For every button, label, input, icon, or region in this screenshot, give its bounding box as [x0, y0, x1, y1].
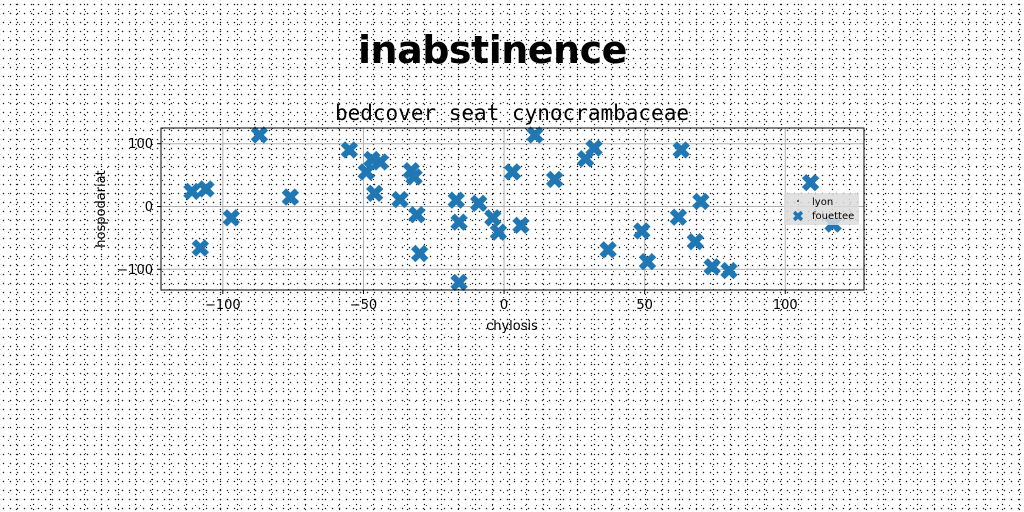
- data-point: [450, 273, 468, 292]
- y-tick-label: 100: [128, 137, 153, 152]
- legend: lyon fouettee: [784, 193, 859, 225]
- y-tick-label: −100: [117, 263, 153, 278]
- data-point: [222, 209, 240, 227]
- data-point: [638, 253, 657, 271]
- data-point: [191, 239, 210, 257]
- legend-marker-lyon: [797, 200, 799, 202]
- data-point: [801, 173, 820, 192]
- data-point: [366, 184, 384, 202]
- legend-label-fouettee: fouettee: [812, 211, 854, 222]
- data-point: [357, 163, 375, 181]
- data-point: [391, 190, 409, 209]
- data-points: [183, 126, 842, 292]
- data-point: [686, 232, 704, 251]
- data-point: [585, 139, 603, 157]
- x-axis-ticks: −100 −50 0 50 100: [205, 290, 798, 313]
- data-point: [526, 126, 544, 144]
- data-point: [281, 188, 300, 206]
- data-point: [692, 192, 710, 211]
- figure-heading: inabstinence: [358, 28, 627, 72]
- y-axis-label: hospodariat: [94, 170, 109, 247]
- x-tick-label: −50: [350, 298, 377, 313]
- data-point: [545, 170, 564, 189]
- data-point: [405, 168, 423, 186]
- legend-box: [784, 193, 859, 225]
- data-point: [183, 182, 201, 201]
- data-point: [633, 222, 651, 240]
- chart-title: bedcover seat cynocrambaceae: [335, 101, 689, 125]
- data-point: [669, 208, 688, 226]
- data-point: [720, 261, 738, 280]
- data-point: [340, 141, 359, 159]
- x-tick-label: 50: [636, 298, 653, 313]
- x-tick-label: 0: [500, 298, 508, 313]
- data-point: [672, 141, 690, 159]
- data-point: [447, 191, 465, 209]
- data-point: [250, 126, 269, 144]
- legend-label-lyon: lyon: [812, 197, 833, 208]
- y-tick-label: 0: [145, 200, 153, 215]
- data-point: [484, 209, 502, 227]
- data-point: [512, 216, 530, 235]
- data-point: [450, 213, 468, 231]
- y-axis-ticks: −100 0 100: [117, 137, 161, 278]
- plot-frame: [160, 127, 865, 291]
- data-point: [408, 205, 426, 224]
- data-point: [489, 223, 508, 241]
- data-point: [703, 258, 721, 276]
- legend-marker-glyph: [792, 210, 804, 222]
- x-tick-label: 100: [773, 298, 798, 313]
- data-point: [470, 194, 488, 213]
- data-point: [197, 180, 215, 198]
- data-point: [371, 153, 390, 171]
- data-point: [411, 244, 429, 263]
- x-tick-label: −100: [205, 298, 241, 313]
- data-point: [503, 163, 522, 181]
- data-point: [599, 241, 617, 259]
- legend-marker-fouettee: [792, 210, 804, 222]
- grid-lines: [161, 128, 864, 290]
- x-axis-label: chylosis: [486, 319, 538, 334]
